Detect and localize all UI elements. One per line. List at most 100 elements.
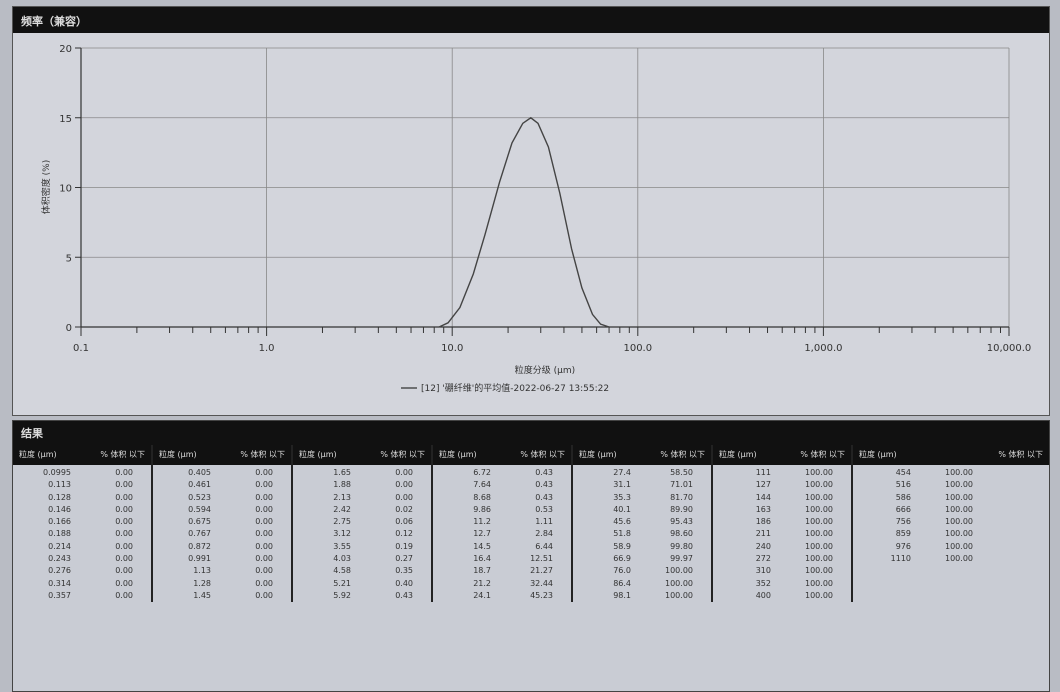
pct-cell: 0.00 <box>255 529 273 539</box>
table-row: 1.45 0.00 <box>153 590 291 602</box>
table-row: 127 100.00 <box>713 479 851 491</box>
pct-cell: 0.00 <box>115 529 133 539</box>
pct-cell: 0.00 <box>115 578 133 588</box>
size-cell: 516 <box>895 480 911 490</box>
pct-cell: 21.27 <box>530 566 553 576</box>
pct-cell: 100.00 <box>945 554 973 564</box>
pct-cell: 0.00 <box>255 504 273 514</box>
size-header: 粒度 (μm) <box>159 450 197 459</box>
chart-panel: 频率（兼容） 0 5 10 15 20 0.1 1.0 10.0 100.0 1,000.0 10,… <box>12 6 1050 416</box>
size-cell: 586 <box>895 492 911 502</box>
size-cell: 5.92 <box>333 590 351 600</box>
table-row: 310 100.00 <box>713 565 851 577</box>
size-cell: 859 <box>895 529 911 539</box>
pct-cell: 100.00 <box>805 541 833 551</box>
size-cell: 400 <box>755 590 771 600</box>
table-row: 454 100.00 <box>853 467 1049 479</box>
pct-header: % 体积 以下 <box>660 450 705 459</box>
results-header: 结果 <box>13 421 1049 465</box>
results-column-group: 粒度 (μm) % 体积 以下 111 100.00 127 100.00 144 100.0… <box>713 445 853 603</box>
x-tick-label: 10.0 <box>441 343 463 354</box>
pct-cell: 0.00 <box>255 480 273 490</box>
table-row: 2.75 0.06 <box>293 516 431 528</box>
size-cell: 2.42 <box>333 504 351 514</box>
table-row: 1110 100.00 <box>853 553 1049 565</box>
size-cell: 16.4 <box>473 554 491 564</box>
pct-cell: 0.00 <box>255 566 273 576</box>
table-row: 0.146 0.00 <box>13 504 151 516</box>
size-cell: 240 <box>755 541 771 551</box>
pct-cell: 45.23 <box>530 590 553 600</box>
size-cell: 1.45 <box>193 590 211 600</box>
x-tick-label: 0.1 <box>73 343 89 354</box>
size-cell: 1.28 <box>193 578 211 588</box>
pct-cell: 0.00 <box>115 590 133 600</box>
pct-cell: 0.43 <box>535 480 553 490</box>
size-cell: 24.1 <box>473 590 491 600</box>
table-row: 1.65 0.00 <box>293 467 431 479</box>
pct-cell: 0.00 <box>115 554 133 564</box>
table-row: 3.12 0.12 <box>293 528 431 540</box>
table-row: 12.7 2.84 <box>433 528 571 540</box>
pct-cell: 99.97 <box>670 554 693 564</box>
results-column-group: 粒度 (μm) % 体积 以下 0.405 0.00 0.461 0.00 0.523 0.0… <box>153 445 293 603</box>
table-row: 240 100.00 <box>713 541 851 553</box>
results-title: 结果 <box>21 427 43 440</box>
pct-cell: 0.00 <box>255 554 273 564</box>
column-headers: 粒度 (μm) % 体积 以下 <box>153 445 291 461</box>
size-cell: 211 <box>755 529 771 539</box>
pct-cell: 100.00 <box>945 504 973 514</box>
table-row: 0.523 0.00 <box>153 492 291 504</box>
size-cell: 0.314 <box>48 578 71 588</box>
table-row: 756 100.00 <box>853 516 1049 528</box>
table-row: 0.188 0.00 <box>13 528 151 540</box>
table-row: 14.5 6.44 <box>433 541 571 553</box>
table-row: 2.42 0.02 <box>293 504 431 516</box>
table-row: 98.1 100.00 <box>573 590 711 602</box>
table-row: 976 100.00 <box>853 541 1049 553</box>
results-column-group: 粒度 (μm) % 体积 以下 454 100.00 516 100.00 586 100.0… <box>853 445 1049 602</box>
table-row: 1.28 0.00 <box>153 578 291 590</box>
table-row: 0.594 0.00 <box>153 504 291 516</box>
size-cell: 11.2 <box>473 517 491 527</box>
pct-cell: 0.00 <box>255 541 273 551</box>
table-row: 0.214 0.00 <box>13 541 151 553</box>
pct-cell: 0.40 <box>395 578 413 588</box>
results-table: 粒度 (μm)% 体积 以下 0.0995 0.00 0.113 0.00 0.128 0.… <box>13 445 1049 603</box>
size-cell: 12.7 <box>473 529 491 539</box>
table-row: 586 100.00 <box>853 492 1049 504</box>
table-row: 1.13 0.00 <box>153 565 291 577</box>
size-cell: 3.55 <box>333 541 351 551</box>
pct-cell: 100.00 <box>945 529 973 539</box>
pct-cell: 0.00 <box>115 468 133 477</box>
size-header: 粒度 (μm) <box>439 450 477 459</box>
size-cell: 0.594 <box>188 504 211 514</box>
table-row: 0.357 0.00 <box>13 590 151 602</box>
pct-header: % 体积 以下 <box>800 450 845 459</box>
size-cell: 111 <box>755 468 771 477</box>
x-tick-label: 1.0 <box>259 343 275 354</box>
size-cell: 45.6 <box>613 517 631 527</box>
table-row: 666 100.00 <box>853 504 1049 516</box>
table-row: 5.92 0.43 <box>293 590 431 602</box>
table-row: 400 100.00 <box>713 590 851 602</box>
table-row: 27.4 58.50 <box>573 467 711 479</box>
size-cell: 8.68 <box>473 492 491 502</box>
table-row: 0.461 0.00 <box>153 479 291 491</box>
size-cell: 4.58 <box>333 566 351 576</box>
x-axis-label: 粒度分级 (μm) <box>515 364 575 376</box>
table-row: 0.675 0.00 <box>153 516 291 528</box>
pct-cell: 100.00 <box>805 578 833 588</box>
column-headers: 粒度 (μm) % 体积 以下 <box>293 445 431 461</box>
pct-cell: 2.84 <box>535 529 553 539</box>
pct-cell: 0.00 <box>395 492 413 502</box>
table-row: 4.58 0.35 <box>293 565 431 577</box>
size-cell: 4.03 <box>333 554 351 564</box>
results-column-group: 粒度 (μm) % 体积 以下 6.72 0.43 7.64 0.43 8.68 0.43 9.… <box>433 445 573 603</box>
pct-cell: 0.00 <box>255 578 273 588</box>
size-cell: 0.0995 <box>43 468 71 477</box>
pct-cell: 100.00 <box>805 480 833 490</box>
table-row: 0.314 0.00 <box>13 578 151 590</box>
size-cell: 0.461 <box>188 480 211 490</box>
pct-cell: 0.53 <box>535 504 553 514</box>
